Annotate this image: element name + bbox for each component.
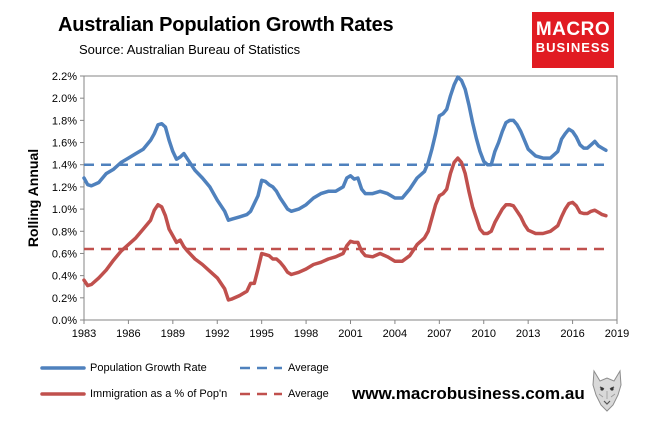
x-tick-label: 2016 <box>560 328 584 340</box>
x-tick-label: 1989 <box>161 328 185 340</box>
y-axis-title: Rolling Annual <box>25 149 41 247</box>
y-tick-label: 1.8% <box>52 115 77 127</box>
x-tick-label: 2007 <box>427 328 451 340</box>
y-tick-label: 2.2% <box>52 71 77 83</box>
legend-label-imm-average: Average <box>288 388 329 400</box>
x-tick-label: 2001 <box>338 328 362 340</box>
x-tick-label: 1983 <box>72 328 96 340</box>
x-tick-label: 2004 <box>383 328 407 340</box>
y-tick-label: 1.0% <box>52 204 77 216</box>
x-tick-label: 1998 <box>294 328 318 340</box>
wolf-icon <box>592 369 622 412</box>
y-tick-label: 0.6% <box>52 248 77 260</box>
website-url: www.macrobusiness.com.au <box>352 384 585 403</box>
x-tick-label: 2019 <box>605 328 629 340</box>
y-tick-label: 1.2% <box>52 182 77 194</box>
x-tick-label: 1995 <box>249 328 273 340</box>
logo-line-2: BUSINESS <box>535 40 611 55</box>
legend-label-pop-average: Average <box>288 362 329 374</box>
population-growth-line <box>82 75 608 222</box>
y-tick-label: 0.8% <box>52 226 77 238</box>
x-tick-label: 2010 <box>472 328 496 340</box>
x-tick-label: 2013 <box>516 328 540 340</box>
immigration-line <box>82 156 608 302</box>
y-tick-label: 0.2% <box>52 293 77 305</box>
legend-label-immigration: Immigration as a % of Pop'n <box>90 388 228 400</box>
y-tick-label: 0.4% <box>52 271 77 283</box>
x-tick-label: 1992 <box>205 328 229 340</box>
chart-title: Australian Population Growth Rates <box>58 14 394 36</box>
y-tick-label: 1.4% <box>52 160 77 172</box>
y-tick-label: 1.6% <box>52 138 77 150</box>
logo-line-1: MACRO <box>535 19 611 40</box>
plot-area-border <box>83 75 618 321</box>
chart-subtitle: Source: Australian Bureau of Statistics <box>79 42 301 57</box>
macrobusiness-logo: MACRO BUSINESS <box>532 12 614 68</box>
y-tick-label: 2.0% <box>52 93 77 105</box>
y-tick-label: 0.0% <box>52 315 77 327</box>
x-tick-label: 1986 <box>116 328 140 340</box>
legend-label-population: Population Growth Rate <box>90 362 207 374</box>
